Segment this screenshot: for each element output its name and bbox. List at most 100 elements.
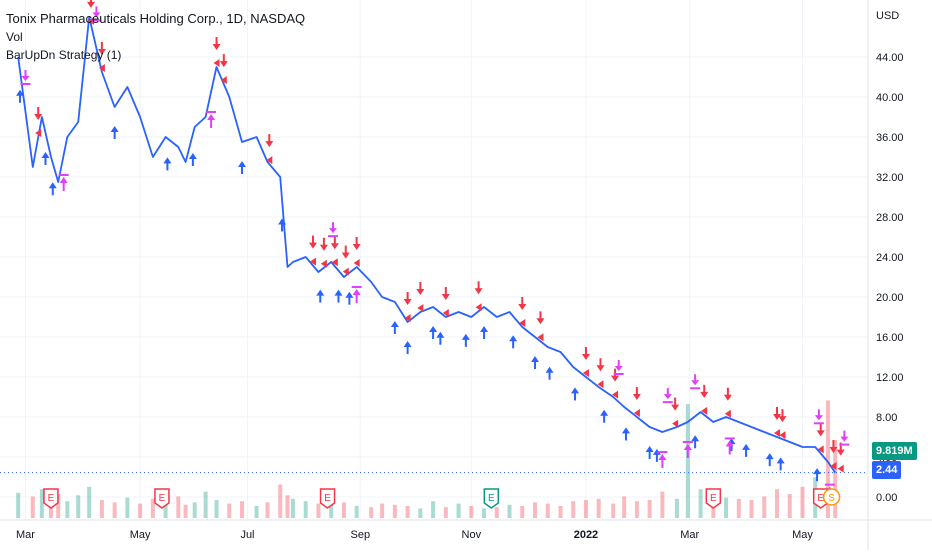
- volume-bar: [558, 506, 563, 518]
- price-axis-tick-label: 44.00: [876, 52, 904, 64]
- exit-marker: [682, 441, 693, 458]
- long-entry-arrow: [571, 387, 580, 401]
- volume-bar: [240, 501, 245, 518]
- volume-indicator-label[interactable]: Vol: [6, 30, 23, 44]
- exit-marker: [724, 437, 735, 455]
- volume-bar: [482, 508, 487, 518]
- price-axis-tick-label: 20.00: [876, 292, 904, 304]
- volume-bar: [285, 495, 290, 518]
- volume-bar: [183, 504, 188, 518]
- volume-bar: [112, 502, 117, 518]
- long-entry-arrow: [436, 331, 445, 345]
- time-axis-tick-label: 2022: [574, 529, 598, 541]
- price-axis-tick-label: 36.00: [876, 132, 904, 144]
- exit-marker: [351, 286, 362, 303]
- time-axis-tick-label: May: [130, 529, 151, 541]
- long-entry-arrow: [621, 427, 630, 441]
- long-entry-arrow: [461, 333, 470, 347]
- exit-marker: [813, 409, 824, 425]
- time-axis-tick-label: Jul: [240, 529, 254, 541]
- volume-bar: [16, 492, 21, 518]
- volume-bar: [520, 506, 525, 518]
- volume-bar: [316, 503, 321, 518]
- long-entry-arrow: [188, 153, 197, 166]
- short-entry-arrow: [416, 282, 425, 312]
- volume-bar: [214, 500, 219, 518]
- long-entry-arrow: [813, 468, 822, 482]
- volume-bar: [341, 502, 346, 518]
- volume-bar: [532, 502, 537, 518]
- volume-bar: [698, 489, 703, 518]
- volume-bar: [176, 496, 181, 518]
- volume-bar: [418, 508, 423, 518]
- volume-bar: [749, 500, 754, 518]
- volume-bar: [787, 494, 792, 518]
- volume-bar: [56, 494, 61, 518]
- short-entry-arrow: [86, 0, 95, 25]
- volume-bar: [203, 491, 208, 518]
- volume-bar: [87, 486, 92, 518]
- long-entry-arrow: [48, 182, 57, 196]
- exit-marker: [690, 374, 701, 390]
- volume-bar: [622, 496, 627, 518]
- volume-bar: [150, 498, 155, 518]
- volume-bar: [833, 440, 838, 518]
- exit-marker: [58, 174, 69, 191]
- long-entry-arrow: [278, 218, 287, 232]
- last-price-badge: 2.44: [872, 461, 902, 479]
- svg-text:E: E: [48, 493, 55, 504]
- volume-bar: [163, 501, 168, 518]
- long-entry-arrow: [334, 289, 343, 303]
- volume-bar: [392, 504, 397, 518]
- long-entry-arrow: [691, 435, 700, 449]
- long-entry-arrow: [16, 89, 25, 103]
- short-entry-arrow: [518, 297, 527, 327]
- svg-text:E: E: [817, 493, 824, 504]
- symbol-title[interactable]: Tonix Pharmaceuticals Holding Corp., 1D,…: [6, 11, 306, 26]
- long-entry-arrow: [776, 457, 785, 471]
- chart-legend: Tonix Pharmaceuticals Holding Corp., 1D,…: [6, 10, 305, 64]
- price-axis-tick-label: 40.00: [876, 92, 904, 104]
- volume-bar: [380, 503, 385, 518]
- long-entry-arrow: [742, 443, 751, 457]
- long-entry-arrow: [545, 366, 554, 380]
- earnings-event-badge: E: [154, 488, 170, 509]
- volume-bar: [65, 501, 70, 518]
- price-series-line: [17, 16, 836, 474]
- long-entry-arrow: [110, 126, 119, 139]
- volume-bar: [303, 501, 308, 518]
- volume-bar: [431, 501, 436, 518]
- volume-value-badge: 9.819M: [872, 442, 917, 460]
- svg-text:S: S: [828, 493, 835, 504]
- long-entry-arrow: [390, 321, 399, 334]
- long-entry-arrow: [316, 289, 325, 303]
- volume-bar: [30, 496, 35, 518]
- volume-bar: [825, 400, 830, 518]
- strategy-indicator-label[interactable]: BarUpDn Strategy (1): [6, 48, 122, 62]
- volume-bar: [265, 502, 270, 518]
- volume-bar: [138, 503, 143, 518]
- time-axis-tick-label: May: [792, 529, 813, 541]
- long-entry-arrow: [238, 161, 247, 174]
- long-entry-arrow: [645, 446, 654, 459]
- short-entry-arrow: [341, 245, 350, 276]
- volume-bar: [290, 498, 295, 518]
- price-axis-tick-label: 12.00: [876, 372, 904, 384]
- volume-bar: [354, 506, 359, 518]
- long-entry-arrow: [403, 341, 412, 354]
- volume-bar: [227, 503, 232, 518]
- exit-marker: [206, 111, 217, 128]
- exit-marker: [839, 430, 850, 446]
- long-entry-arrow: [345, 291, 354, 305]
- volume-bar: [762, 496, 767, 518]
- short-entry-arrow: [219, 54, 228, 85]
- volume-bar: [329, 504, 334, 518]
- short-entry-arrow: [671, 397, 680, 428]
- long-entry-arrow: [41, 152, 50, 165]
- volume-bar: [443, 507, 448, 518]
- split-event-badge: S: [822, 488, 841, 506]
- volume-bar: [99, 500, 104, 518]
- short-entry-arrow: [265, 134, 274, 165]
- long-entry-arrow: [652, 448, 661, 462]
